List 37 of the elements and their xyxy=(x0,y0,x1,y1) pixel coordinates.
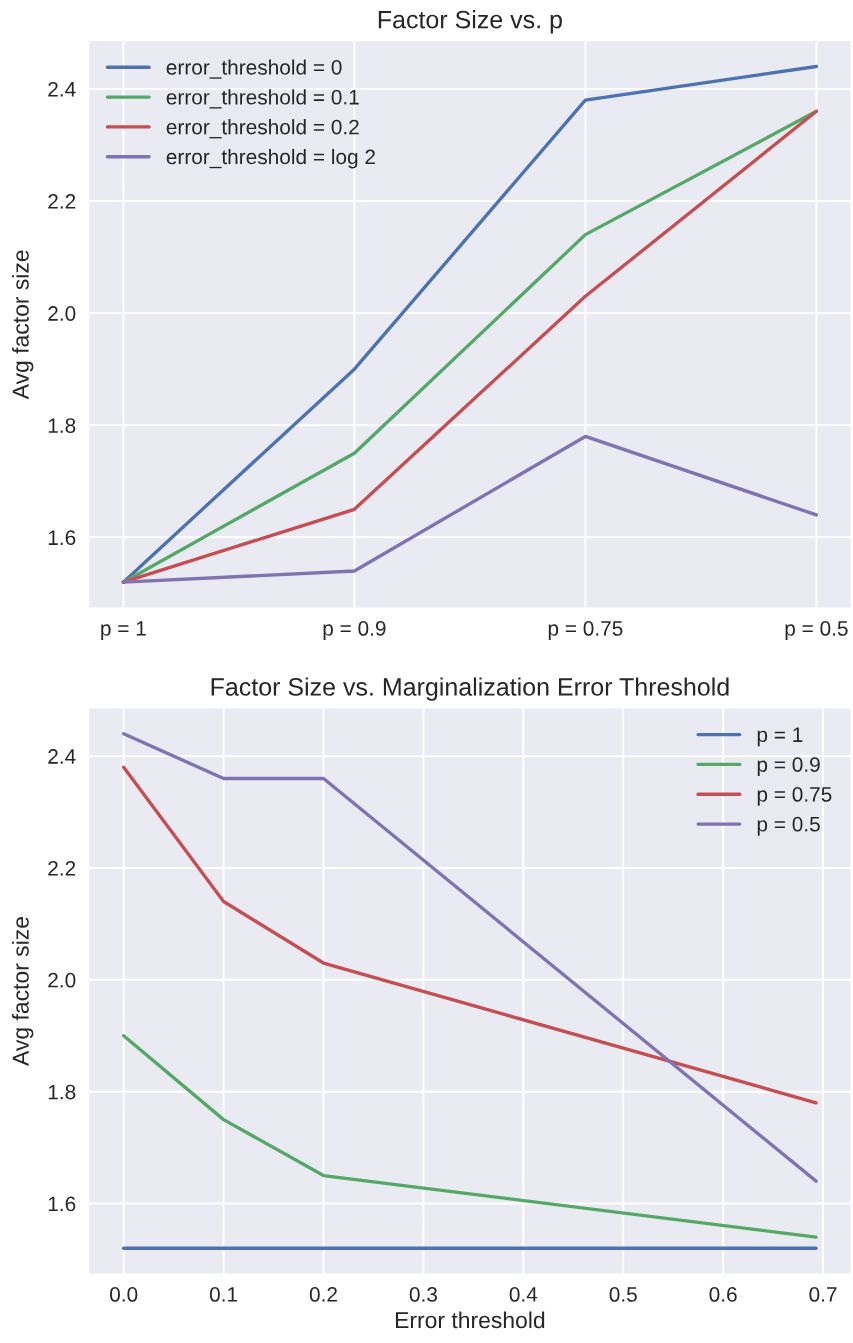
chart-title: Factor Size vs. Marginalization Error Threshold xyxy=(211,677,729,701)
y-tick-label: 2.2 xyxy=(48,860,76,876)
x-axis-title: Error threshold xyxy=(395,1311,545,1329)
x-tick-label: p = 0.5 xyxy=(785,621,848,640)
x-tick-label: 0.3 xyxy=(409,1287,437,1302)
line-series xyxy=(121,434,819,584)
y-tick-label: 1.8 xyxy=(48,418,76,433)
x-tick-label: p = 0.9 xyxy=(323,621,386,640)
legend-label: p = 1 xyxy=(757,727,803,747)
x-tick-label: 0.1 xyxy=(209,1287,238,1302)
y-tick-label: 1.8 xyxy=(48,1084,76,1100)
y-axis-title: Avg factor size xyxy=(12,250,34,400)
x-tick-label: 0.7 xyxy=(809,1287,837,1302)
y-tick-label: 2.4 xyxy=(48,749,76,764)
x-tick-label: 0.5 xyxy=(609,1287,637,1302)
y-tick-label: 1.6 xyxy=(48,1196,76,1212)
chart-title: Factor Size vs. p xyxy=(378,10,562,34)
y-tick-label: 1.6 xyxy=(48,530,76,546)
y-tick-label: 2.0 xyxy=(48,306,76,321)
legend-label: error_threshold = 0 xyxy=(166,59,342,79)
x-tick-label: 0.0 xyxy=(110,1287,138,1302)
x-tick-label: 0.4 xyxy=(509,1287,538,1302)
legend-label: p = 0.5 xyxy=(757,816,820,836)
legend-label: p = 0.9 xyxy=(757,757,820,777)
line-series xyxy=(122,1034,818,1239)
legend-label: error_threshold = 0.2 xyxy=(166,119,359,139)
legend-label: p = 0.75 xyxy=(757,787,832,806)
y-tick-label: 2.0 xyxy=(48,972,76,988)
y-tick-label: 2.2 xyxy=(48,194,76,209)
x-tick-label: 0.2 xyxy=(309,1287,337,1302)
x-tick-label: 0.6 xyxy=(709,1287,737,1302)
legend-label: error_threshold = log 2 xyxy=(166,148,375,169)
x-tick-label: p = 1 xyxy=(101,621,146,640)
y-tick-label: 2.4 xyxy=(48,81,76,97)
x-tick-label: p = 0.75 xyxy=(548,621,623,640)
y-axis-title: Avg factor size xyxy=(12,917,34,1066)
legend-label: error_threshold = 0.1 xyxy=(166,89,359,109)
